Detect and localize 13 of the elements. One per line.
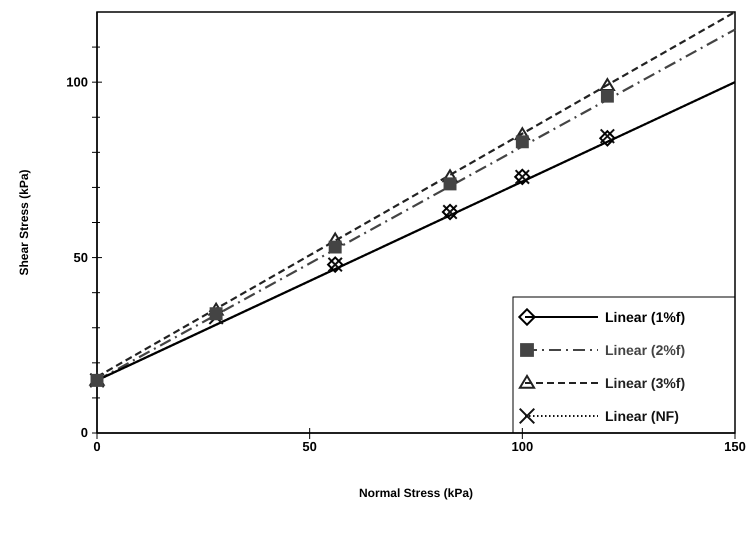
x-tick-label: 50 — [302, 439, 317, 454]
y-axis-title: Shear Stress (kPa) — [17, 169, 31, 276]
y-tick-label: 100 — [66, 74, 88, 90]
text: Linear (2%f) — [605, 342, 686, 358]
x-tick-label: 150 — [724, 439, 746, 454]
text: Linear (NF) — [605, 408, 679, 424]
x-axis-title: Normal Stress (kPa) — [358, 486, 474, 500]
text: Linear (3%f) — [605, 375, 686, 391]
x-tick-label: 100 — [511, 439, 534, 454]
y-tick-label: 0 — [80, 425, 88, 440]
y-tick-label: 50 — [74, 250, 88, 265]
text: Linear (1%f) — [605, 309, 686, 325]
x-tick-label: 0 — [93, 439, 101, 454]
